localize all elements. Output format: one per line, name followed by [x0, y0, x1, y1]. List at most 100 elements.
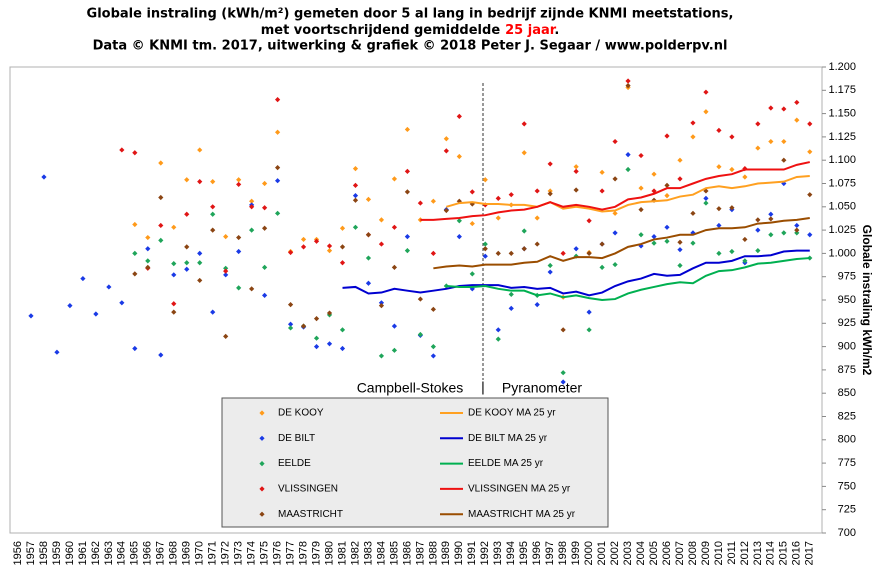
data-point — [171, 261, 177, 267]
data-point — [223, 234, 229, 240]
data-point — [755, 217, 761, 223]
data-point — [677, 239, 683, 245]
data-point — [742, 258, 748, 264]
x-tick-label: 1988 — [427, 541, 439, 565]
data-point — [184, 260, 190, 266]
data-point — [184, 266, 190, 272]
data-point — [326, 341, 333, 347]
x-tick-label: 1969 — [181, 541, 193, 565]
data-point — [339, 225, 346, 231]
data-point — [586, 309, 592, 315]
data-point — [560, 379, 566, 385]
x-tick-label: 2009 — [700, 541, 712, 565]
data-point — [729, 205, 735, 211]
x-tick-label: 2001 — [596, 541, 608, 565]
data-point — [262, 180, 268, 187]
x-tick-label: 1960 — [64, 541, 76, 565]
data-point — [690, 240, 696, 246]
data-point — [378, 241, 385, 247]
x-tick-label: 1984 — [375, 541, 387, 565]
data-point — [521, 228, 527, 234]
data-point — [547, 269, 553, 275]
data-point — [781, 138, 787, 145]
data-point — [313, 344, 320, 350]
data-point — [287, 302, 294, 308]
ma-line — [420, 161, 810, 221]
data-point — [664, 224, 670, 230]
data-point — [249, 227, 255, 233]
data-point — [638, 185, 644, 191]
data-point — [625, 152, 631, 158]
data-point — [599, 169, 605, 175]
data-point — [197, 147, 203, 153]
data-point — [716, 222, 722, 229]
data-point — [521, 121, 527, 127]
x-tick-label: 2002 — [609, 541, 621, 565]
data-point — [197, 260, 203, 266]
x-tick-label: 2010 — [713, 541, 725, 565]
y-tick-label: 775 — [838, 457, 856, 469]
data-point — [794, 99, 800, 106]
data-point — [378, 300, 385, 306]
x-tick-label: 1996 — [531, 541, 543, 565]
y-axis-label: Globale instraling kWh/m2 — [860, 225, 874, 376]
x-tick-label: 1973 — [233, 541, 245, 565]
x-tick-label: 2006 — [661, 541, 673, 565]
data-point — [755, 248, 761, 254]
data-point — [690, 210, 696, 216]
x-tick-label: 1962 — [90, 541, 102, 565]
data-point — [586, 327, 592, 333]
data-point — [275, 165, 281, 171]
x-tick-label: 1956 — [12, 541, 24, 565]
y-tick-label: 800 — [838, 434, 856, 446]
data-point — [339, 260, 346, 266]
data-point — [287, 325, 294, 331]
y-tick-label: 925 — [838, 317, 856, 329]
data-point — [210, 309, 216, 315]
data-point — [430, 344, 436, 350]
data-point — [210, 179, 216, 185]
data-point — [158, 352, 164, 358]
x-tick-label: 1979 — [310, 541, 322, 565]
data-point — [768, 216, 774, 222]
data-point — [638, 152, 644, 159]
data-point — [275, 129, 281, 135]
data-point — [495, 215, 501, 221]
subtitle-part: . — [554, 23, 559, 38]
ma-line — [433, 216, 810, 270]
data-point — [287, 249, 294, 256]
data-point — [573, 187, 579, 193]
data-point — [430, 306, 436, 312]
y-tick-label: 1.075 — [828, 177, 856, 189]
y-tick-label: 975 — [838, 271, 856, 283]
data-point — [664, 133, 670, 139]
data-point — [145, 258, 151, 264]
data-point — [716, 164, 722, 170]
data-point — [807, 192, 813, 198]
data-point — [378, 302, 385, 309]
data-point — [223, 268, 229, 274]
data-point — [417, 331, 423, 338]
legend-marker — [259, 486, 265, 492]
data-point — [391, 264, 398, 270]
data-point — [482, 177, 488, 183]
data-point — [119, 300, 125, 306]
data-point — [638, 206, 644, 213]
data-point — [573, 168, 579, 174]
data-point — [171, 224, 177, 230]
data-point — [404, 189, 410, 195]
data-point — [703, 200, 709, 206]
data-point — [132, 345, 138, 352]
x-tick-label: 1987 — [414, 541, 426, 565]
legend-label: DE KOOY — [278, 408, 324, 419]
data-point — [236, 177, 242, 183]
data-point — [391, 323, 398, 329]
data-point — [249, 204, 255, 210]
x-tick-label: 1958 — [38, 541, 50, 565]
y-tick-label: 900 — [838, 341, 856, 353]
data-point — [612, 138, 618, 145]
x-tick-label: 1967 — [155, 541, 167, 565]
data-point — [612, 210, 618, 216]
data-point — [794, 222, 800, 229]
